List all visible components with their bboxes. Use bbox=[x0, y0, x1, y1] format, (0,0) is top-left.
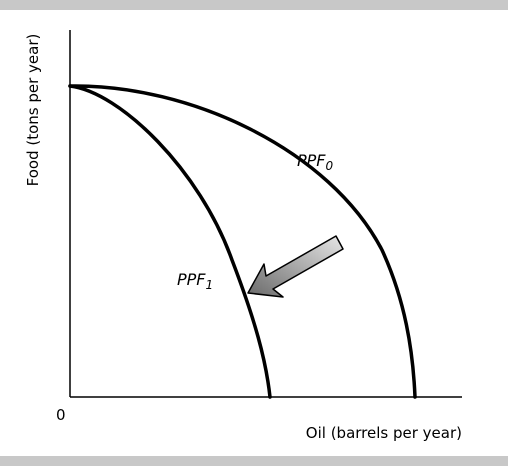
bottom-band bbox=[0, 456, 508, 466]
series-ppf1-label: PPF1 bbox=[177, 270, 213, 292]
y-axis-label: Food (tons per year) bbox=[24, 34, 42, 187]
series-ppf1-curve bbox=[68, 84, 272, 399]
series-ppf0-label: PPF0 bbox=[297, 151, 334, 173]
shift-arrow bbox=[247, 235, 344, 298]
series-ppf0-curve bbox=[68, 84, 417, 399]
origin-label: 0 bbox=[56, 406, 66, 424]
x-axis-label: Oil (barrels per year) bbox=[306, 424, 462, 442]
top-band bbox=[0, 0, 508, 10]
